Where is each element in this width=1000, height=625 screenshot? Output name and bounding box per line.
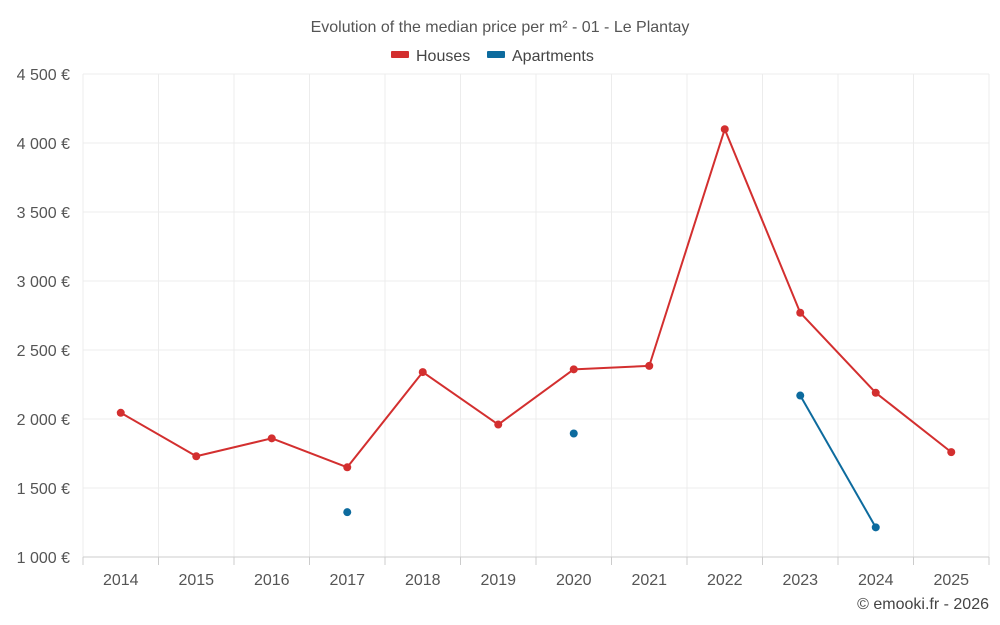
- legend-item-apartments[interactable]: Apartments: [487, 48, 594, 65]
- data-point-houses[interactable]: [494, 420, 503, 429]
- legend-swatch-apartments: [487, 51, 505, 58]
- axes: 1 000 € 1 500 € 2 000 € 2 500 € 3 000 € 3 500…: [17, 67, 990, 589]
- x-tick-label: 2024: [858, 572, 894, 589]
- legend-label-houses: Houses: [416, 48, 470, 65]
- x-tick-label: 2023: [782, 572, 818, 589]
- y-tick-label: 3 500 €: [17, 205, 70, 222]
- legend: Houses Apartments: [391, 48, 594, 65]
- x-tick-label: 2021: [631, 572, 667, 589]
- data-point-houses[interactable]: [192, 452, 201, 461]
- chart-title: Evolution of the median price per m² - 0…: [311, 19, 690, 36]
- data-point-houses[interactable]: [796, 308, 805, 317]
- grid: [82, 73, 990, 557]
- y-tick-label: 4 000 €: [17, 136, 70, 153]
- series-apartments: [343, 391, 880, 532]
- y-tick-label: 1 500 €: [17, 481, 70, 498]
- data-point-houses[interactable]: [116, 408, 125, 417]
- x-tick-label: 2015: [178, 572, 214, 589]
- x-tick-label: 2017: [329, 572, 365, 589]
- data-point-apartments[interactable]: [569, 429, 578, 438]
- series-line-houses: [120, 128, 952, 469]
- data-point-houses[interactable]: [267, 434, 276, 443]
- data-point-houses[interactable]: [343, 463, 352, 472]
- data-point-apartments[interactable]: [343, 508, 352, 517]
- x-tick-label: 2025: [933, 572, 969, 589]
- data-point-houses[interactable]: [947, 448, 956, 457]
- legend-swatch-houses: [391, 51, 409, 58]
- x-tick-label: 2020: [556, 572, 592, 589]
- x-tick-label: 2019: [480, 572, 516, 589]
- y-tick-label: 3 000 €: [17, 274, 70, 291]
- series: [116, 125, 956, 532]
- x-tick-label: 2018: [405, 572, 441, 589]
- y-tick-label: 2 500 €: [17, 343, 70, 360]
- legend-label-apartments: Apartments: [512, 48, 594, 65]
- data-point-apartments[interactable]: [796, 391, 805, 400]
- y-tick-label: 2 000 €: [17, 412, 70, 429]
- data-point-houses[interactable]: [569, 365, 578, 374]
- x-tick-label: 2016: [254, 572, 290, 589]
- credit-text: © emooki.fr - 2026: [857, 596, 989, 613]
- y-tick-label: 1 000 €: [17, 550, 70, 567]
- series-houses: [116, 125, 956, 472]
- x-tick-label: 2014: [103, 572, 139, 589]
- x-tick-label: 2022: [707, 572, 743, 589]
- data-point-houses[interactable]: [418, 368, 427, 377]
- data-point-apartments[interactable]: [871, 523, 880, 532]
- data-point-houses[interactable]: [871, 388, 880, 397]
- series-line-apartments: [799, 395, 877, 528]
- data-point-houses[interactable]: [645, 361, 654, 370]
- legend-item-houses[interactable]: Houses: [391, 48, 470, 65]
- data-point-houses[interactable]: [720, 125, 729, 134]
- y-tick-label: 4 500 €: [17, 67, 70, 84]
